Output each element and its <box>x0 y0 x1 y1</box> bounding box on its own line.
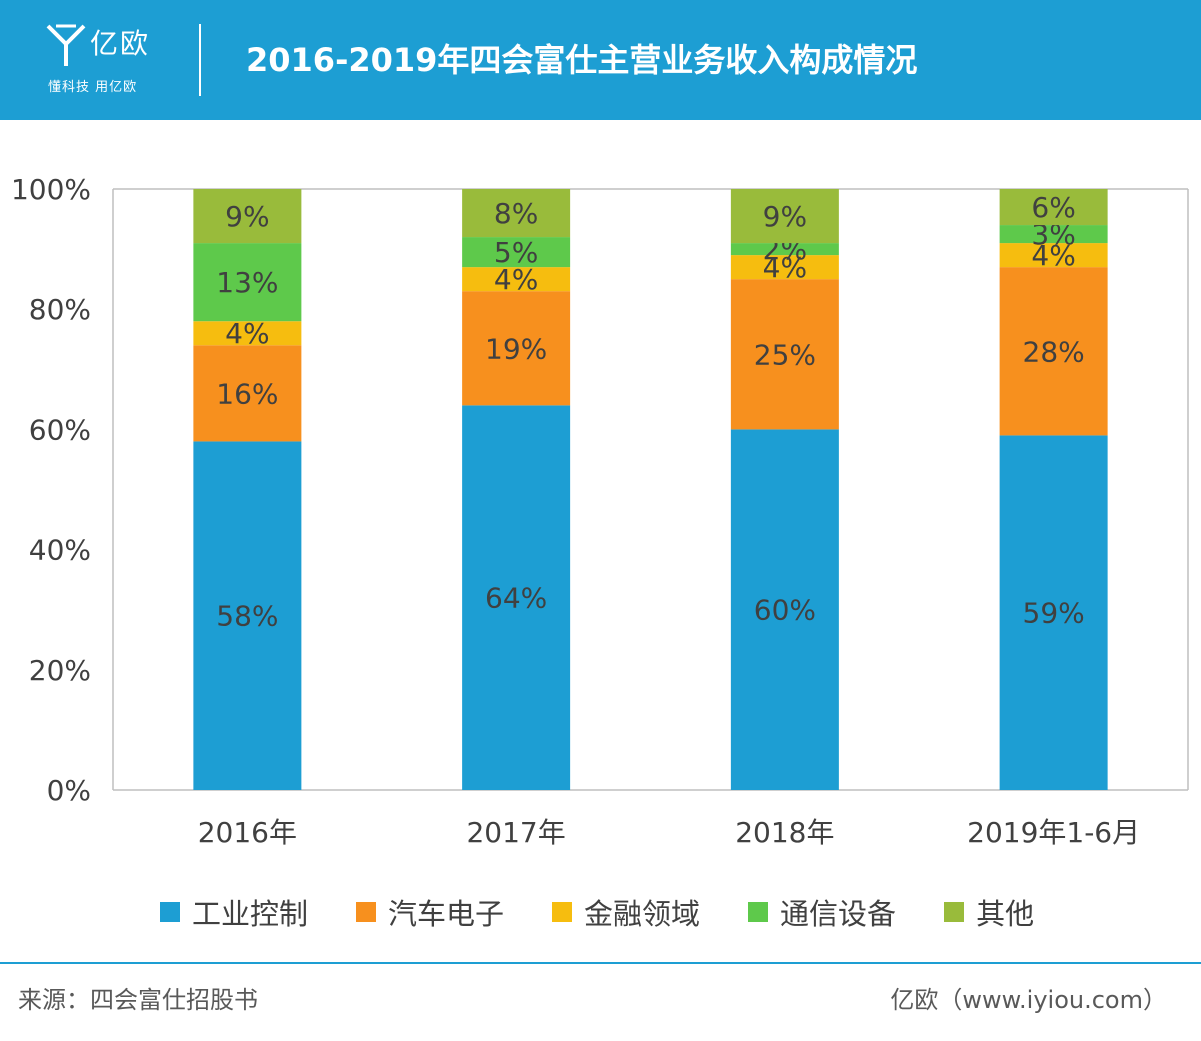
data-label: 5% <box>494 236 538 269</box>
bar-segment <box>462 291 571 406</box>
bar-segment <box>999 243 1108 268</box>
bar-segment <box>462 405 571 790</box>
bar-segment <box>193 321 302 346</box>
y-tick-label: 0% <box>47 774 91 807</box>
data-label: 4% <box>494 263 538 296</box>
data-label: 9% <box>225 200 269 233</box>
data-label: 59% <box>1023 597 1085 630</box>
bar-segment <box>462 189 571 238</box>
legend-swatch <box>356 902 377 922</box>
data-label: 8% <box>494 197 538 230</box>
bar-segment <box>999 189 1108 226</box>
bar-segment <box>193 243 302 322</box>
x-tick-label: 2017年 <box>466 816 565 849</box>
data-label: 4% <box>763 251 807 284</box>
legend-swatch <box>944 902 965 922</box>
chart-legend: 工业控制 汽车电子 金融领域 通信设备 其他 <box>160 890 1082 934</box>
legend-label: 汽车电子 <box>388 897 505 931</box>
data-label: 60% <box>754 594 816 627</box>
brand-note: 亿欧（www.iyiou.com） <box>890 986 1167 1014</box>
y-tick-label: 80% <box>29 293 91 326</box>
logo-slogan: 懂科技 用亿欧 <box>48 80 138 95</box>
stacked-bar-chart: 0% 20% 40% 60% 80% 100% 58% 16% 4% 13% 9% 2016年 64% 1… <box>11 173 1189 849</box>
data-label: 64% <box>485 582 547 615</box>
bar-segment <box>730 279 839 430</box>
x-tick-label: 2016年 <box>198 816 297 849</box>
bar-segment <box>730 429 839 790</box>
logo-icon <box>46 24 86 66</box>
legend-label: 金融领域 <box>584 897 701 931</box>
bar-segment <box>730 255 839 280</box>
legend-item: 通信设备 <box>748 891 896 933</box>
x-tick-label: 2019年1-6月 <box>967 816 1140 849</box>
legend-swatch <box>552 902 573 922</box>
y-tick-label: 20% <box>29 654 91 687</box>
page-title: 2016-2019年四会富仕主营业务收入构成情况 <box>246 41 918 79</box>
legend-label: 通信设备 <box>780 897 897 931</box>
legend-item: 汽车电子 <box>356 891 504 933</box>
x-tick-label: 2018年 <box>735 816 834 849</box>
data-label: 4% <box>1031 239 1075 272</box>
bar-segment <box>193 189 302 244</box>
bar-segment <box>462 267 571 292</box>
bar-segment <box>462 237 571 268</box>
logo: 亿欧 懂科技 用亿欧 <box>44 20 184 100</box>
bar-segment <box>999 267 1108 436</box>
bar-segment <box>730 243 839 256</box>
y-tick-label: 40% <box>29 534 91 567</box>
bar-segment <box>999 435 1108 790</box>
legend-label: 其他 <box>976 897 1035 931</box>
legend-item: 工业控制 <box>160 891 308 933</box>
data-label: 58% <box>216 600 278 633</box>
data-label: 4% <box>225 317 269 350</box>
legend-label: 工业控制 <box>192 897 309 931</box>
data-label: 9% <box>763 200 807 233</box>
data-label: 6% <box>1031 191 1075 224</box>
legend-item: 其他 <box>944 891 1034 933</box>
y-tick-label: 100% <box>11 173 91 206</box>
source-note: 来源：四会富仕招股书 <box>18 986 258 1014</box>
bar-segment <box>193 441 302 790</box>
y-tick-label: 60% <box>29 413 91 446</box>
bar-segment <box>730 189 839 244</box>
header-banner: 亿欧 懂科技 用亿欧 2016-2019年四会富仕主营业务收入构成情况 <box>0 0 1201 120</box>
data-label: 19% <box>485 332 547 365</box>
data-label: 28% <box>1023 335 1085 368</box>
legend-swatch <box>748 902 769 922</box>
header-divider <box>199 24 201 96</box>
data-label: 13% <box>216 266 278 299</box>
data-label: 25% <box>754 338 816 371</box>
data-label: 16% <box>216 377 278 410</box>
legend-item: 金融领域 <box>552 891 700 933</box>
footer-divider <box>0 962 1201 964</box>
legend-swatch <box>160 902 180 922</box>
bar-segment <box>999 225 1108 244</box>
bar-segment <box>193 345 302 442</box>
logo-name: 亿欧 <box>90 27 151 60</box>
